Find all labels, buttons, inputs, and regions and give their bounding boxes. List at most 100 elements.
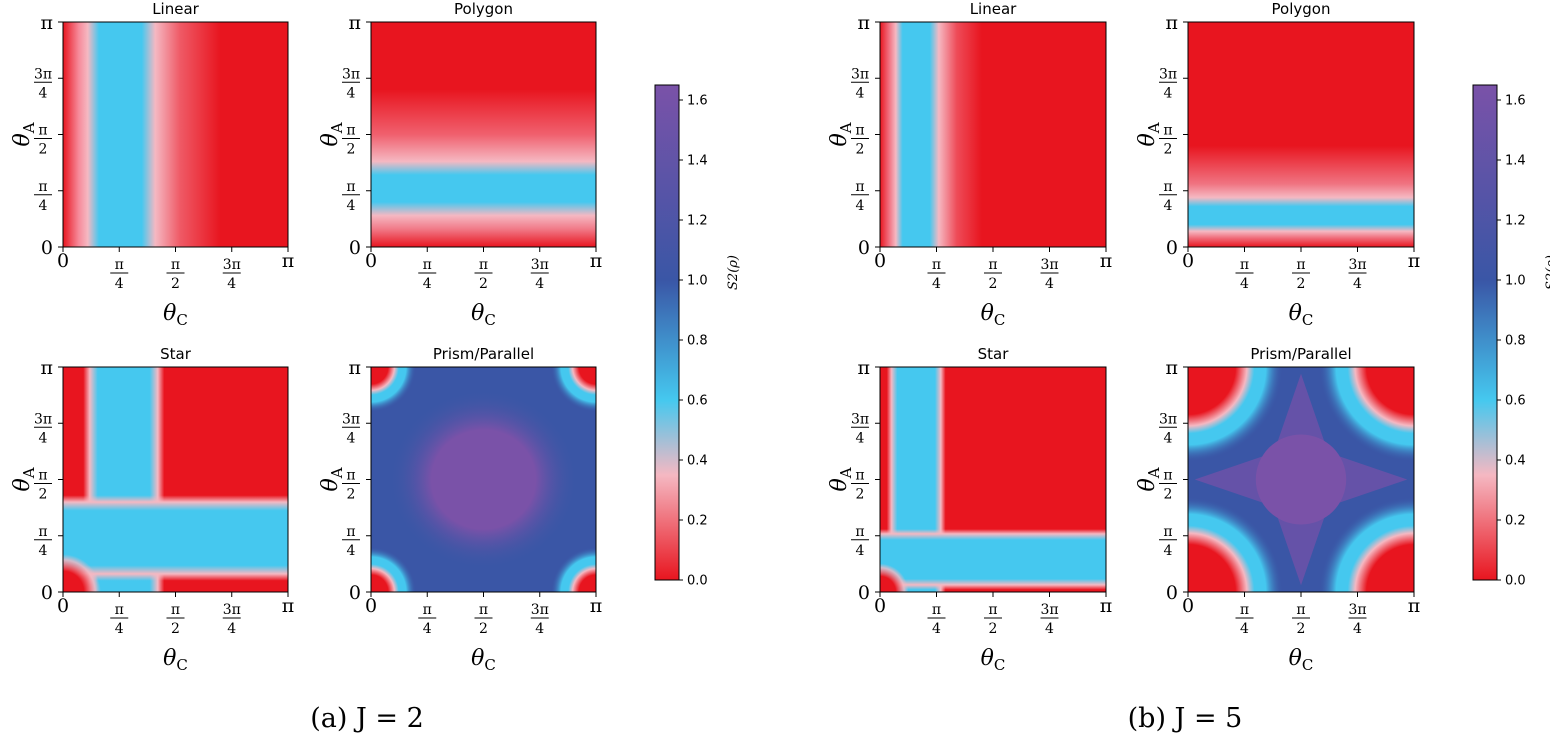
y-tick-label: π2 — [851, 123, 869, 158]
svg-text:π: π — [855, 468, 864, 484]
svg-text:3π: 3π — [851, 66, 869, 82]
svg-text:3π: 3π — [1159, 411, 1177, 427]
colorbar-tick-label: 0.6 — [1505, 394, 1526, 409]
colorbar-tick-label: 0.0 — [1505, 574, 1526, 589]
x-tick-label: 0 — [365, 250, 377, 272]
colorbar-tick-label: 0.4 — [687, 454, 708, 469]
colorbar: 0.0 0.2 0.4 0.6 0.8 1.0 1.2 1.4 1.6 S2(ρ) — [1472, 84, 1550, 589]
svg-text:π: π — [1100, 250, 1113, 272]
x-tick-label: π — [590, 250, 603, 272]
svg-text:π: π — [858, 357, 871, 379]
corner-ring — [1319, 367, 1414, 462]
y-tick-label: π — [1166, 357, 1179, 379]
colorbar-gradient — [1472, 84, 1498, 581]
x-tick-label: π — [590, 595, 603, 617]
svg-text:π: π — [1166, 357, 1179, 379]
svg-text:0: 0 — [1166, 582, 1178, 604]
y-tick-label: π2 — [851, 468, 869, 503]
svg-text:2: 2 — [479, 276, 488, 292]
svg-text:3π: 3π — [34, 411, 52, 427]
x-tick-label: π2 — [166, 602, 185, 637]
svg-text:3π: 3π — [851, 411, 869, 427]
svg-text:0: 0 — [349, 237, 361, 259]
colorbar-label: S2(ρ) — [726, 255, 741, 290]
y-tick-label: π — [41, 357, 54, 379]
svg-text:4: 4 — [347, 198, 356, 214]
svg-text:0: 0 — [874, 595, 886, 617]
y-tick-label: π2 — [1159, 468, 1177, 503]
corner-ring — [1188, 367, 1283, 462]
svg-text:0: 0 — [57, 595, 69, 617]
svg-text:π: π — [349, 357, 362, 379]
svg-text:π: π — [1296, 602, 1305, 618]
svg-text:3π: 3π — [342, 66, 360, 82]
x-tick-label: 0 — [57, 595, 69, 617]
x-axis-label: θC — [471, 646, 496, 674]
svg-text:4: 4 — [39, 85, 48, 101]
svg-text:π: π — [932, 257, 941, 273]
y-tick-label: π2 — [34, 123, 52, 158]
y-tick-label: 3π4 — [851, 66, 869, 101]
svg-text:4: 4 — [856, 543, 865, 559]
svg-text:π: π — [1163, 179, 1172, 195]
y-tick-label: 3π4 — [342, 66, 360, 101]
x-axis-label: θC — [1289, 301, 1314, 329]
svg-text:4: 4 — [39, 430, 48, 446]
colorbar-tick-label: 1.6 — [687, 94, 708, 109]
colorbar-tick-label: 0.4 — [1505, 454, 1526, 469]
y-tick-label: 0 — [349, 582, 361, 604]
svg-text:π: π — [1100, 595, 1113, 617]
svg-text:0: 0 — [1182, 250, 1194, 272]
svg-text:4: 4 — [932, 276, 941, 292]
colorbar-tick-label: 0.6 — [687, 394, 708, 409]
svg-text:4: 4 — [115, 621, 124, 637]
y-axis-label: θA — [318, 467, 346, 491]
svg-text:4: 4 — [856, 85, 865, 101]
svg-text:π: π — [479, 257, 488, 273]
svg-text:π: π — [423, 257, 432, 273]
svg-text:4: 4 — [39, 543, 48, 559]
svg-text:0: 0 — [57, 250, 69, 272]
y-tick-label: π4 — [342, 179, 360, 214]
svg-text:4: 4 — [1240, 621, 1249, 637]
y-tick-label: π4 — [1159, 524, 1177, 559]
panel-title: Prism/Parallel — [433, 345, 534, 363]
svg-text:π: π — [1166, 12, 1179, 34]
x-tick-label: π — [282, 595, 295, 617]
svg-text:π: π — [38, 123, 47, 139]
svg-text:π: π — [346, 524, 355, 540]
y-tick-label: 3π4 — [1159, 66, 1177, 101]
heatmap-field — [880, 22, 1106, 247]
colorbar-gradient — [654, 84, 680, 581]
x-tick-label: π4 — [927, 602, 946, 637]
svg-text:π: π — [38, 468, 47, 484]
panel-title: Polygon — [1272, 0, 1331, 18]
svg-text:π: π — [423, 602, 432, 618]
svg-text:0: 0 — [858, 582, 870, 604]
svg-text:π: π — [171, 257, 180, 273]
svg-text:π: π — [349, 12, 362, 34]
y-tick-label: π2 — [342, 468, 360, 503]
x-tick-label: π2 — [984, 257, 1002, 292]
svg-text:3π: 3π — [223, 602, 241, 618]
x-tick-label: 3π4 — [223, 257, 241, 292]
figure-a-group: Linear00π4π4π2π23π43π4ππθCθAPolygon00π4π… — [10, 0, 741, 674]
svg-text:4: 4 — [1164, 198, 1173, 214]
svg-text:0: 0 — [365, 595, 377, 617]
y-axis-label: θA — [1135, 122, 1163, 146]
svg-text:0: 0 — [41, 237, 53, 259]
y-tick-label: 0 — [1166, 237, 1178, 259]
x-tick-label: 3π4 — [1348, 602, 1366, 637]
x-tick-label: π4 — [1235, 602, 1254, 637]
svg-text:π: π — [479, 602, 488, 618]
y-axis-label: θA — [827, 122, 855, 146]
svg-text:4: 4 — [115, 276, 124, 292]
x-tick-label: π — [1408, 250, 1421, 272]
svg-text:π: π — [590, 595, 603, 617]
x-tick-label: 3π4 — [531, 602, 549, 637]
x-axis-label: θC — [163, 646, 188, 674]
colorbar-tick-label: 0.8 — [1505, 334, 1526, 349]
x-tick-label: π2 — [1292, 602, 1310, 637]
